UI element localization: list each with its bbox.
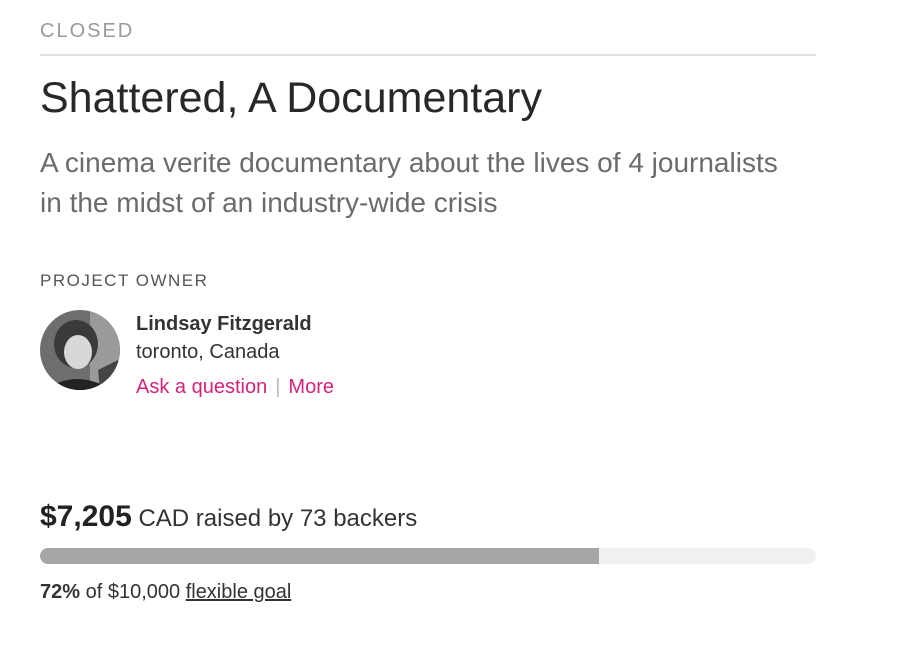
project-title: Shattered, A Documentary [40,74,542,122]
owner-name[interactable]: Lindsay Fitzgerald [136,313,312,335]
separator: | [275,376,281,398]
owner-location: toronto, Canada [136,341,280,363]
progress-fill [40,548,599,564]
raised-amount: $7,205 [40,500,132,533]
owner-heading: PROJECT OWNER [40,271,209,290]
raised-text: CAD raised by 73 backers [138,505,418,532]
goal-text: of $10,000 [85,581,181,603]
ask-link[interactable]: Ask a question [136,376,268,398]
progress-percent: 72% [40,581,81,603]
divider [40,54,816,56]
goal-link[interactable]: flexible goal [185,581,292,603]
project-description: A cinema verite documentary about the li… [40,147,778,218]
raised-summary: $7,205 CAD raised by 73 backers [40,500,417,534]
more-link[interactable]: More [288,376,334,398]
goal-summary: 72% of $10,000 flexible goal [40,581,291,604]
status-label: CLOSED [40,20,135,42]
owner-links: Ask a question | More [136,376,334,399]
owner-avatar[interactable] [40,310,120,390]
progress-track [40,548,816,564]
